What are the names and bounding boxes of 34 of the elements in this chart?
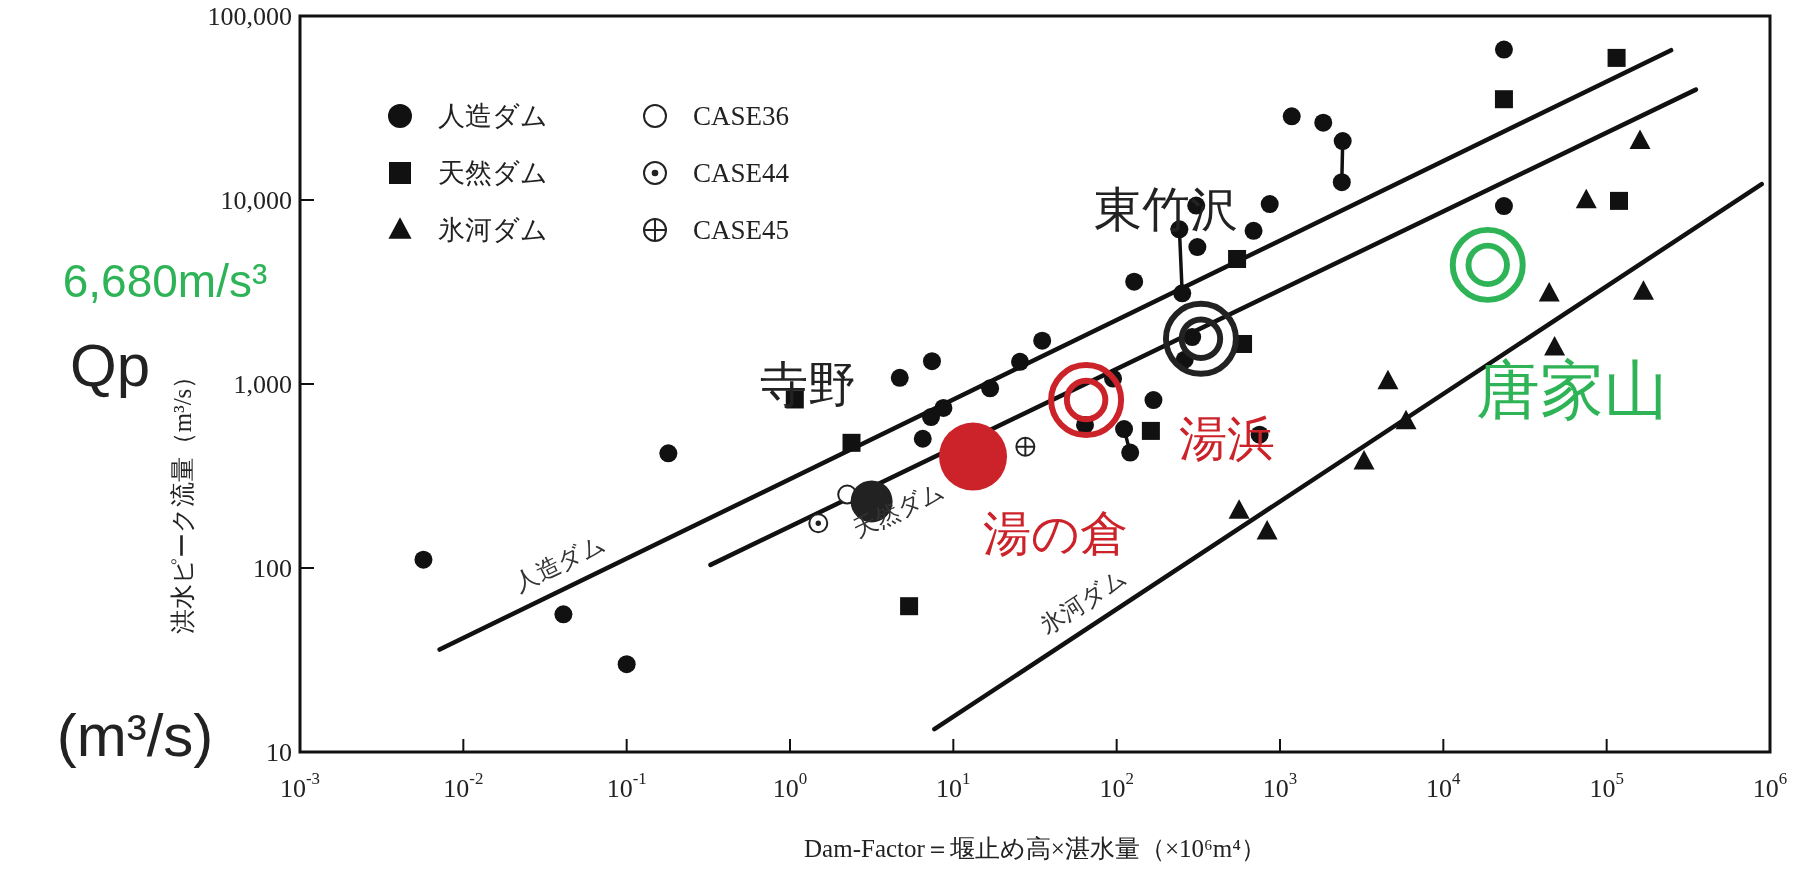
x-tick-label: 10$^{4}$ (1426, 769, 1462, 803)
x-tick-label: 10$^{2}$ (1099, 769, 1134, 803)
y-tick-label: 100 (253, 553, 292, 583)
y-tick-label: 1,000 (233, 369, 292, 399)
x-tick-label: 10$^{3}$ (1262, 769, 1298, 803)
annotation: 東竹沢 (1093, 182, 1238, 236)
x-tick-label: 10$^{1}$ (936, 769, 971, 803)
legend-label: CASE44 (693, 158, 790, 188)
x-tick-label: 10$^{6}$ (1752, 769, 1788, 803)
legend-label: CASE45 (693, 215, 790, 245)
legend-label: 天然ダム (438, 158, 548, 188)
y-tick-label: 10,000 (220, 185, 292, 215)
annotation: 湯の倉 (982, 506, 1128, 560)
x-tick-label: 10$^{-1}$ (606, 769, 647, 803)
text: 6,680m/s³ (62, 255, 268, 307)
annotation: 唐家山 (1475, 353, 1668, 426)
text: (m³/s) (56, 701, 214, 769)
x-tick-label: 10$^{-2}$ (443, 769, 484, 803)
text: Qp (69, 331, 151, 399)
annotation: 湯浜 (1179, 411, 1276, 465)
legend-label: 氷河ダム (438, 215, 548, 245)
y-tick-label: 100,000 (207, 1, 292, 31)
legend-label: 人造ダム (438, 101, 548, 131)
legend-label: CASE36 (693, 101, 790, 131)
annotation: 人造ダム (510, 529, 610, 597)
y-tick-label: 10 (266, 737, 292, 767)
annotation: 天然ダム (849, 476, 949, 543)
x-tick-label: 10$^{-3}$ (279, 769, 321, 803)
annotation: 氷河ダム (1035, 563, 1132, 640)
x-axis-title: Dam-Factor＝堰止め高×湛水量（×10⁶m⁴） (804, 834, 1266, 862)
x-tick-label: 10$^{5}$ (1589, 769, 1624, 803)
x-tick-label: 10$^{0}$ (772, 769, 808, 803)
annotation: 寺野 (759, 357, 856, 411)
y-axis-title: 洪水ピーク流量（m³/s） (168, 363, 196, 635)
